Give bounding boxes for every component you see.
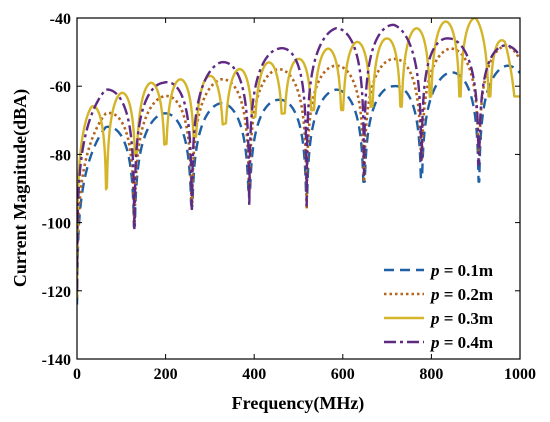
ticks-layer: 0 200 400 600 800 1000 -40 -60 -80 -100 -120 -140 [42, 11, 536, 383]
x-axis-title: Frequency(MHz) [232, 393, 365, 414]
legend-label-3: p = 0.3m [429, 309, 493, 328]
y-tick-label: -80 [50, 147, 71, 164]
y-tick-label: -40 [50, 11, 71, 28]
series-layer [77, 18, 520, 305]
series-line-3 [77, 18, 520, 298]
legend-label-4: p = 0.4m [429, 333, 493, 352]
series-line-1 [77, 64, 520, 305]
y-tick-label: -60 [50, 79, 71, 96]
y-tick-label: -100 [42, 216, 71, 233]
x-tick-label: 1000 [504, 366, 536, 383]
legend-label-2: p = 0.2m [429, 285, 493, 304]
series-line-2 [77, 44, 520, 298]
plot-frame [76, 17, 521, 360]
y-tick-label: -140 [42, 352, 71, 369]
x-tick-label: 200 [154, 366, 178, 383]
legend-label-1: p = 0.1m [429, 261, 493, 280]
x-tick-label: 0 [73, 366, 81, 383]
y-axis-title: Current Magnitude(dBA) [10, 89, 31, 287]
x-tick-label: 600 [331, 366, 355, 383]
series-line-4 [77, 23, 520, 291]
y-tick-label: -120 [42, 284, 71, 301]
legend: p = 0.1m p = 0.2m p = 0.3m p = 0.4m [384, 261, 493, 352]
x-tick-label: 800 [419, 366, 443, 383]
x-tick-label: 400 [242, 366, 266, 383]
